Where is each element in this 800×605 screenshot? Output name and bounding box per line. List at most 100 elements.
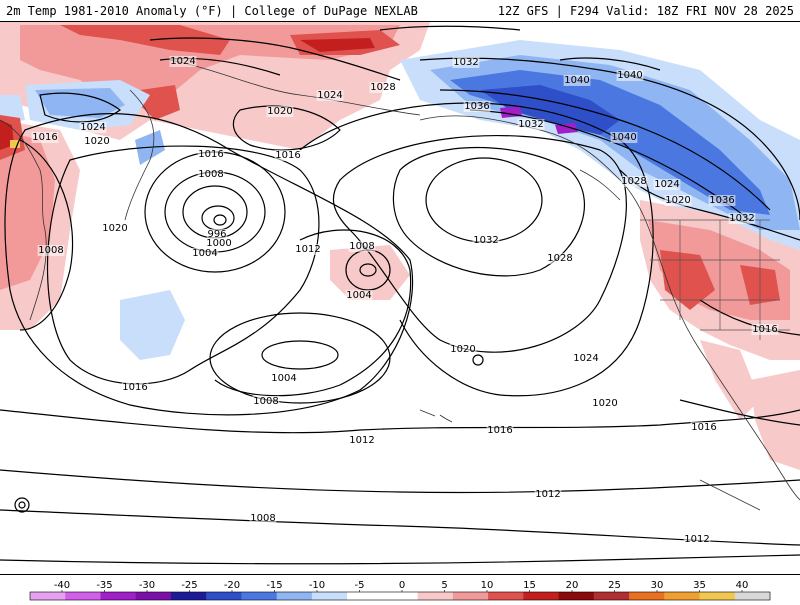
isobar-label: 1012 [349, 435, 374, 446]
colorbar-tick-label: -40 [54, 580, 70, 591]
colorbar-swatch [276, 592, 313, 600]
isobar-label-bg [121, 382, 149, 393]
isobar-label: 1008 [198, 169, 223, 180]
isobar-label-bg [472, 235, 500, 246]
isobar-label: 1004 [346, 290, 371, 301]
colorbar-swatch [135, 592, 172, 600]
isobar-label: 1028 [621, 176, 646, 187]
colorbar-swatch [206, 592, 242, 600]
isobar-label: 1024 [573, 353, 598, 364]
isobar-label: 1040 [564, 75, 589, 86]
isobar-label-bg [452, 57, 480, 68]
colorbar-swatch [100, 592, 137, 600]
colorbar-swatch [170, 592, 207, 600]
isobar-label: 1032 [729, 213, 754, 224]
isobar-label-bg [348, 241, 376, 252]
isobar-label: 996 [207, 229, 226, 240]
map-title: 2m Temp 1981-2010 Anomaly (°F) | College… [6, 4, 418, 18]
colorbar-swatch [452, 592, 489, 600]
isobar-label: 1020 [665, 195, 690, 206]
colorbar-tick-label: -30 [139, 580, 155, 591]
colorbar-tick-label: -35 [96, 580, 112, 591]
isobar-label-bg [369, 82, 397, 93]
isobar-label: 1020 [267, 106, 292, 117]
isobar-label: 1016 [691, 422, 716, 433]
isobar-label-bg [197, 149, 225, 160]
isobar-label: 1040 [617, 70, 642, 81]
colorbar-tick-label: -15 [266, 580, 282, 591]
isobar-label-bg [191, 248, 219, 259]
colorbar-tick-label: 0 [399, 580, 405, 591]
isobar-label-bg [653, 179, 681, 190]
isobar-label: 1012 [684, 534, 709, 545]
isobar-label-bg [197, 169, 225, 180]
colorbar-swatch [241, 592, 278, 600]
isobar-label-bg [345, 290, 373, 301]
isobar-label: 1028 [547, 253, 572, 264]
isobar-labels: 1024 1016 1024 1020 1020 1024 1028 1016 1016 1008… [31, 56, 779, 545]
colorbar-swatch [417, 592, 454, 600]
isobar-label: 1024 [317, 90, 342, 101]
cool-anomaly-central-pacific [120, 290, 185, 360]
isobar-label-bg [206, 229, 228, 240]
isobar-label-bg [664, 195, 692, 206]
isobar-label-bg [546, 253, 574, 264]
colorbar-tick-label: -10 [309, 580, 325, 591]
isobar-label-bg [449, 344, 477, 355]
colorbar-tick-label: -5 [355, 580, 365, 591]
isobar-label: 1016 [122, 382, 147, 393]
isobar-label-bg [270, 373, 298, 384]
colorbar-tick-label: -25 [181, 580, 197, 591]
isobar-label: 1024 [80, 122, 105, 133]
isobar-label-bg [620, 176, 648, 187]
isobar-label-bg [266, 106, 294, 117]
isobar-label: 1020 [84, 136, 109, 147]
isobar-label: 1016 [198, 149, 223, 160]
isobar-label: 1004 [192, 248, 217, 259]
colorbar-tick-label: 15 [523, 580, 536, 591]
isobar-label: 1004 [271, 373, 296, 384]
isobar-label: 1036 [464, 101, 489, 112]
isobar-label-bg [572, 353, 600, 364]
colorbar-tick-label: 20 [566, 580, 579, 591]
isobar-label: 1024 [170, 56, 195, 67]
colorbar-tick-label: 40 [736, 580, 749, 591]
isobar-label-bg [252, 396, 280, 407]
isobar-label-bg [708, 195, 736, 206]
isobar-label-bg [690, 422, 718, 433]
colorbar-tick-label: 10 [481, 580, 494, 591]
colorbar-swatch [30, 592, 66, 600]
isobar-label-bg [728, 213, 756, 224]
isobar-label: 1032 [473, 235, 498, 246]
isobar-label-bg [591, 398, 619, 409]
map-header: 2m Temp 1981-2010 Anomaly (°F) | College… [0, 0, 800, 22]
isobar-label: 1032 [518, 119, 543, 130]
isobar-label-bg [534, 489, 562, 500]
isobar-contours [0, 25, 800, 565]
isobar-label: 1016 [32, 132, 57, 143]
isobar-label: 1012 [295, 244, 320, 255]
isobar-label-bg [316, 90, 344, 101]
isobar-label-bg [205, 238, 233, 249]
isobar-label-bg [169, 56, 197, 67]
colorbar-swatch [664, 592, 701, 600]
isobar-label: 1036 [709, 195, 734, 206]
colorbar-tick-label: 25 [608, 580, 621, 591]
isobar-label: 1040 [611, 132, 636, 143]
isobar-label: 1016 [752, 324, 777, 335]
colorbar-swatch [629, 592, 665, 600]
isobar-label-bg [517, 119, 545, 130]
model-valid-time: 12Z GFS | F294 Valid: 18Z FRI NOV 28 202… [497, 4, 794, 18]
isobar-label-bg [463, 101, 491, 112]
isobar-label-bg [683, 534, 711, 545]
colorbar-tick-label: 30 [651, 580, 664, 591]
colorbar-swatch [347, 592, 383, 600]
isobar-label: 1016 [487, 425, 512, 436]
isobar-label: 1016 [275, 150, 300, 161]
isobar-label: 1020 [450, 344, 475, 355]
isobar-label-bg [751, 324, 779, 335]
colorbar-swatches [29, 591, 771, 601]
isobar-label-bg [348, 435, 376, 446]
isobar-label-bg [563, 75, 591, 86]
isobar-label: 1020 [102, 223, 127, 234]
